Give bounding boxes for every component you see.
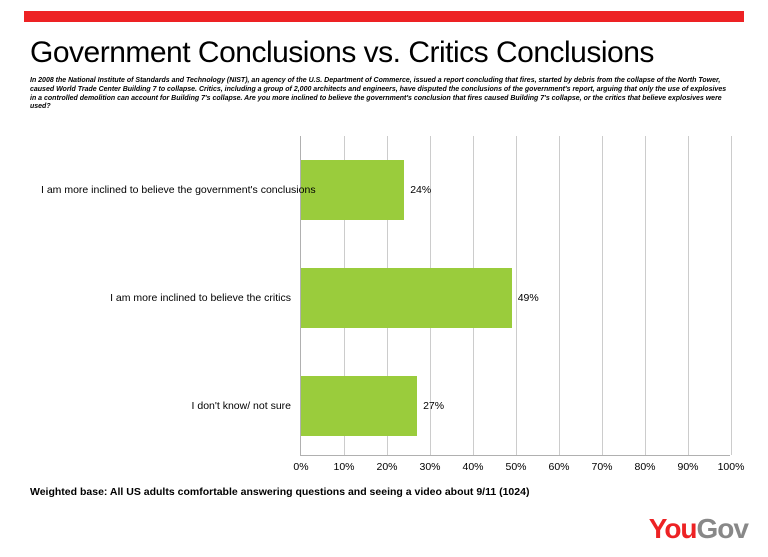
category-label: I am more inclined to believe the govern… xyxy=(41,160,301,220)
bar xyxy=(301,160,404,220)
x-tick-label: 60% xyxy=(548,461,569,473)
bar-row: I am more inclined to believe the critic… xyxy=(301,268,539,328)
category-label: I don't know/ not sure xyxy=(41,376,301,436)
logo-you: You xyxy=(649,513,697,544)
category-label: I am more inclined to believe the critic… xyxy=(41,268,301,328)
bar-value-label: 27% xyxy=(423,400,444,412)
x-tick-label: 20% xyxy=(376,461,397,473)
x-tick-label: 10% xyxy=(333,461,354,473)
bar-value-label: 24% xyxy=(410,184,431,196)
x-tick-label: 70% xyxy=(591,461,612,473)
gridline xyxy=(559,136,560,455)
x-tick-label: 40% xyxy=(462,461,483,473)
x-tick-label: 100% xyxy=(718,461,745,473)
chart-subtitle: In 2008 the National Institute of Standa… xyxy=(30,77,730,112)
x-tick-label: 80% xyxy=(634,461,655,473)
bar-chart: 0%10%20%30%40%50%60%70%80%90%100%I am mo… xyxy=(300,136,730,456)
yougov-logo: YouGov xyxy=(649,513,748,545)
x-tick-label: 0% xyxy=(293,461,308,473)
gridline xyxy=(688,136,689,455)
gridline xyxy=(645,136,646,455)
gridline xyxy=(602,136,603,455)
gridline xyxy=(731,136,732,455)
logo-gov: Gov xyxy=(697,513,748,544)
x-tick-label: 90% xyxy=(677,461,698,473)
bar-row: I don't know/ not sure27% xyxy=(301,376,444,436)
bar-row: I am more inclined to believe the govern… xyxy=(301,160,431,220)
bar xyxy=(301,268,512,328)
footnote: Weighted base: All US adults comfortable… xyxy=(30,486,738,498)
x-tick-label: 50% xyxy=(505,461,526,473)
chart-title: Government Conclusions vs. Critics Concl… xyxy=(30,36,738,70)
x-tick-label: 30% xyxy=(419,461,440,473)
accent-bar xyxy=(24,11,744,22)
bar xyxy=(301,376,417,436)
content: Government Conclusions vs. Critics Concl… xyxy=(0,36,768,498)
bar-value-label: 49% xyxy=(518,292,539,304)
